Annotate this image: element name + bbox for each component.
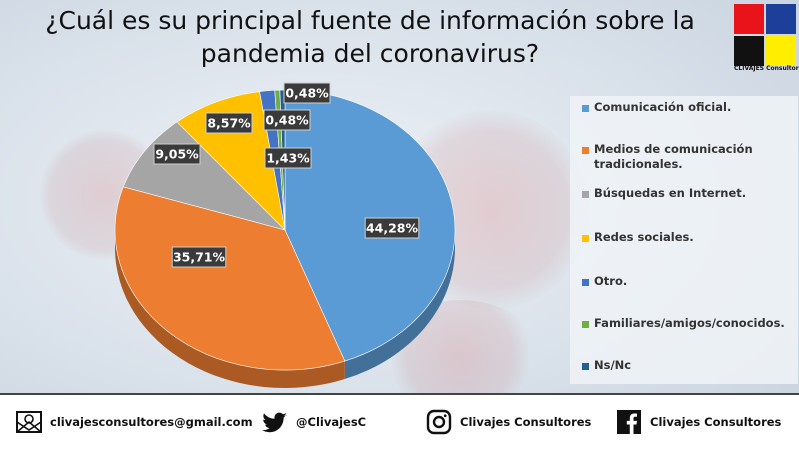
data-label-box — [153, 143, 201, 165]
pie-data-labels: 44,28% 35,71% 9,05% 8,57% 1,43% 0,48% 0,48% — [153, 82, 420, 268]
legend-item: Medios de comunicación tradicionales. — [582, 142, 753, 172]
legend-item: Ns/Nc — [582, 358, 631, 373]
pie-slice-side — [344, 230, 455, 380]
legend-label: Comunicación oficial. — [594, 100, 732, 114]
footer-bar: clivajesconsultores@gmail.com @ClivajesC… — [0, 393, 799, 450]
data-label: 1,43% — [266, 151, 310, 166]
chart-legend: Comunicación oficial. Medios de comunicac… — [570, 96, 798, 384]
pie-slice — [114, 186, 346, 371]
logo-square-red — [734, 4, 764, 34]
legend-label: Medios de comunicación tradicionales. — [594, 142, 753, 171]
data-label-box — [263, 109, 311, 131]
pie-side-walls — [114, 230, 455, 388]
logo-square-yellow — [766, 36, 796, 66]
legend-label: Familiares/amigos/conocidos. — [594, 316, 785, 330]
data-label: 9,05% — [155, 147, 199, 162]
footer-instagram[interactable]: Clivajes Consultores — [424, 407, 591, 437]
legend-label: Redes sociales. — [594, 230, 694, 244]
data-label: 35,71% — [173, 250, 226, 265]
legend-swatch — [582, 321, 589, 328]
legend-item: Búsquedas en Internet. — [582, 186, 746, 201]
facebook-icon — [614, 407, 644, 437]
data-label: 0,48% — [285, 86, 329, 101]
data-label: 8,57% — [207, 116, 251, 131]
twitter-handle: @ClivajesC — [296, 415, 367, 429]
facebook-name: Clivajes Consultores — [650, 415, 782, 429]
pie-slice-side — [114, 230, 345, 388]
twitter-icon — [260, 407, 290, 437]
logo-square-black — [734, 36, 764, 66]
data-label-box — [264, 147, 312, 169]
data-label-box — [283, 82, 331, 104]
data-label-box — [171, 246, 227, 268]
instagram-name: Clivajes Consultores — [460, 415, 592, 429]
data-label-box — [205, 112, 253, 134]
logo-name: CLIVAJES Consultores — [734, 65, 799, 72]
footer-divider — [0, 393, 799, 395]
legend-label: Otro. — [594, 274, 628, 288]
legend-label: Búsquedas en Internet. — [594, 186, 747, 200]
legend-swatch — [582, 363, 589, 370]
legend-swatch — [582, 235, 589, 242]
data-label: 44,28% — [366, 221, 419, 236]
data-label: 0,48% — [265, 113, 309, 128]
footer-twitter[interactable]: @ClivajesC — [260, 407, 366, 437]
legend-item: Otro. — [582, 274, 627, 289]
legend-swatch — [582, 191, 589, 198]
footer-facebook[interactable]: Clivajes Consultores — [614, 407, 781, 437]
instagram-icon — [424, 407, 454, 437]
pie-slice — [176, 91, 286, 231]
legend-swatch — [582, 147, 589, 154]
email-text: clivajesconsultores@gmail.com — [50, 415, 253, 429]
legend-swatch — [582, 279, 589, 286]
chart-title: ¿Cuál es su principal fuente de informac… — [45, 6, 695, 68]
logo-square-blue — [766, 4, 796, 34]
legend-item: Familiares/amigos/conocidos. — [582, 316, 785, 331]
pie-chart: 44,28% 35,71% 9,05% 8,57% 1,43% 0,48% 0,48% — [114, 82, 456, 388]
legend-item: Redes sociales. — [582, 230, 694, 245]
email-icon — [14, 407, 44, 437]
data-label-box — [364, 217, 420, 239]
legend-swatch — [582, 105, 589, 112]
legend-item: Comunicación oficial. — [582, 100, 731, 115]
legend-label: Ns/Nc — [594, 358, 632, 372]
clivajes-logo: CLIVAJES Consultores — [734, 4, 799, 74]
footer-email[interactable]: clivajesconsultores@gmail.com — [14, 407, 253, 437]
